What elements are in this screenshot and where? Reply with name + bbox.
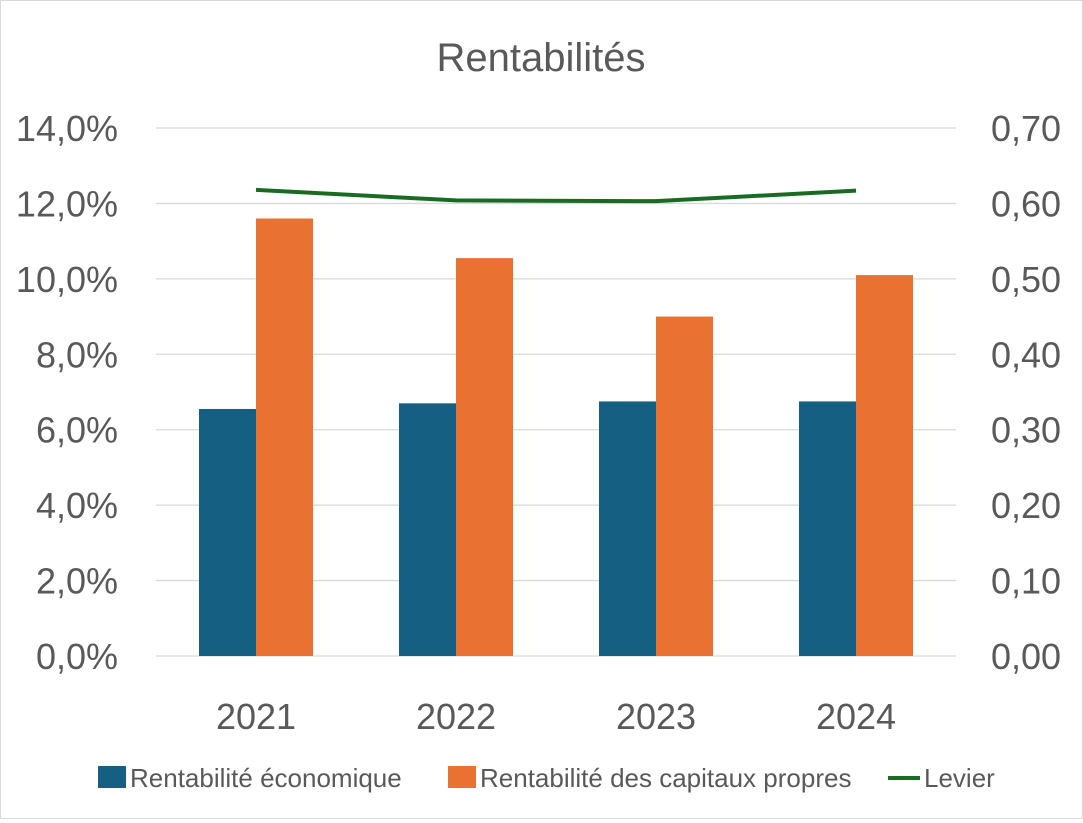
right-tick-label: 0,70: [991, 108, 1061, 149]
right-tick-label: 0,10: [991, 561, 1061, 602]
bar-capitaux-2024: [856, 275, 913, 656]
bar-economique-2022: [399, 403, 456, 656]
left-tick-label: 14,0%: [16, 108, 118, 149]
right-tick-label: 0,20: [991, 485, 1061, 526]
left-tick-label: 4,0%: [36, 485, 118, 526]
right-tick-label: 0,40: [991, 334, 1061, 375]
right-tick-label: 0,50: [991, 259, 1061, 300]
legend-swatch: [98, 766, 126, 788]
left-tick-label: 0,0%: [36, 636, 118, 677]
left-tick-label: 8,0%: [36, 334, 118, 375]
left-tick-label: 10,0%: [16, 259, 118, 300]
legend-label: Rentabilité économique: [130, 763, 402, 793]
levier-line: [255, 187, 857, 204]
chart-title: Rentabilités: [436, 36, 645, 80]
right-tick-label: 0,00: [991, 636, 1061, 677]
left-tick-label: 6,0%: [36, 410, 118, 451]
bar-economique-2021: [199, 408, 256, 656]
x-tick-label: 2021: [216, 696, 296, 737]
right-tick-label: 0,60: [991, 183, 1061, 224]
left-tick-label: 2,0%: [36, 561, 118, 602]
x-tick-label: 2024: [816, 696, 896, 737]
legend-swatch: [448, 766, 476, 788]
bar-economique-2024: [799, 401, 856, 656]
bar-capitaux-2021: [256, 218, 313, 656]
legend-label: Levier: [924, 763, 995, 793]
right-tick-label: 0,30: [991, 410, 1061, 451]
bar-capitaux-2022: [456, 258, 513, 656]
bar-capitaux-2023: [656, 316, 713, 656]
left-tick-label: 12,0%: [16, 183, 118, 224]
legend-label: Rentabilité des capitaux propres: [480, 763, 851, 793]
x-tick-label: 2022: [416, 696, 496, 737]
bar-economique-2023: [599, 401, 656, 656]
x-tick-label: 2023: [616, 696, 696, 737]
